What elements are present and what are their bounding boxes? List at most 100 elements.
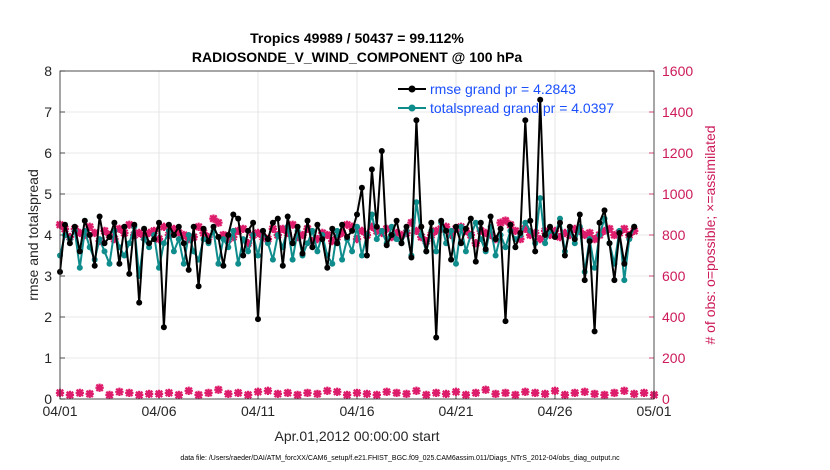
rmse-point — [591, 328, 598, 335]
x-axis-label: Apr.01,2012 00:00:00 start — [274, 428, 439, 444]
obs-count-marker — [144, 389, 154, 399]
obs-count-marker — [550, 386, 560, 395]
obs-count-marker — [526, 230, 535, 240]
obs-count-marker — [278, 224, 287, 234]
rmse-point — [492, 236, 499, 243]
obs-count-marker — [144, 228, 154, 238]
obs-count-marker — [630, 226, 639, 236]
obs-count-marker — [238, 224, 248, 234]
obs-count-marker — [580, 387, 589, 396]
totalspread-point — [378, 227, 385, 234]
x-tick-label: 04/26 — [537, 403, 572, 419]
obs-count-marker — [422, 390, 431, 400]
rmse-point — [438, 217, 445, 224]
obs-count-marker — [313, 389, 322, 399]
obs-count-marker — [392, 228, 401, 238]
rmse-point — [621, 260, 628, 267]
rmse-point — [289, 240, 296, 247]
totalspread-point — [180, 260, 187, 267]
rmse-point — [220, 262, 227, 269]
totalspread-point — [492, 252, 499, 259]
obs-count-marker — [135, 390, 144, 400]
obs-count-marker — [174, 228, 183, 238]
obs-count-marker — [75, 228, 84, 238]
obs-count-marker — [323, 386, 332, 395]
rmse-point — [314, 221, 321, 228]
series-rmse — [57, 96, 638, 341]
rmse-point — [235, 215, 242, 222]
obs-count-marker — [521, 224, 530, 234]
y-tick-label-right: 1400 — [662, 104, 693, 120]
rmse-point — [141, 225, 148, 232]
rmse-point — [96, 213, 103, 220]
totalspread-point — [329, 260, 336, 267]
obs-count-marker — [194, 222, 203, 231]
obs-count-marker — [224, 389, 233, 399]
obs-count-marker — [125, 388, 134, 398]
obs-count-marker — [293, 232, 302, 242]
obs-count-marker — [219, 230, 228, 240]
obs-count-marker — [531, 388, 540, 398]
x-tick-label: 04/16 — [339, 403, 374, 419]
obs-count-marker — [590, 389, 599, 399]
obs-count-marker — [184, 386, 193, 395]
obs-count-marker — [174, 390, 183, 400]
obs-count-marker — [313, 234, 322, 244]
obs-count-marker — [65, 390, 75, 400]
rmse-point — [156, 219, 162, 226]
rmse-point — [443, 227, 450, 234]
obs-count-marker — [397, 230, 406, 240]
obs-count-marker — [600, 390, 609, 400]
obs-count-marker — [204, 232, 213, 242]
rmse-point — [497, 225, 504, 232]
rmse-point — [160, 324, 167, 331]
obs-count-marker — [516, 234, 525, 244]
obs-count-marker — [357, 226, 367, 236]
rmse-point — [477, 219, 484, 226]
obs-count-marker — [253, 387, 263, 396]
obs-count-marker — [511, 226, 520, 236]
totalspread-point — [522, 219, 529, 226]
y-tick-label-left: 2 — [44, 309, 52, 325]
rmse-line — [59, 98, 636, 339]
y-tick-label-right: 1000 — [662, 186, 693, 202]
rmse-point — [111, 219, 118, 226]
rmse-point — [354, 211, 360, 218]
totalspread-point — [245, 248, 252, 255]
obs-count-marker — [362, 389, 372, 399]
totalspread-point — [591, 264, 598, 271]
obs-count-marker — [347, 222, 357, 231]
chart-title-line2: RADIOSONDE_V_WIND_COMPONENT @ 100 hPa — [192, 49, 522, 65]
rmse-point — [91, 262, 98, 269]
obs-count-marker — [85, 389, 94, 399]
legend-rmse-label: rmse grand pr = 4.2843 — [430, 81, 576, 97]
obs-count-marker — [243, 390, 253, 400]
totalspread-point — [393, 236, 400, 243]
y-tick-label-left: 0 — [44, 391, 52, 407]
rmse-point — [121, 223, 128, 230]
y-tick-label-right: 0 — [662, 391, 670, 407]
obs-count-marker — [432, 388, 441, 398]
obs-count-marker — [565, 230, 575, 240]
rmse-point — [250, 219, 257, 226]
rmse-point — [339, 221, 346, 228]
obs-count-marker — [570, 388, 579, 398]
y-axis-label-left: rmse and totalspread — [25, 169, 41, 301]
obs-count-marker — [125, 220, 134, 229]
obs-count-marker — [204, 388, 213, 398]
obs-count-marker — [550, 226, 560, 236]
totalspread-point — [264, 240, 271, 247]
rmse-point — [71, 223, 78, 230]
rmse-point — [611, 277, 618, 284]
rmse-point — [175, 223, 182, 230]
obs-count-marker — [194, 390, 203, 400]
rmse-point — [136, 299, 143, 306]
obs-count-marker — [214, 385, 223, 394]
obs-count-marker — [590, 234, 599, 244]
y-tick-label-left: 3 — [44, 268, 52, 284]
y-tick-label-right: 400 — [662, 309, 686, 325]
rmse-point — [245, 227, 252, 234]
obs-count-marker — [610, 388, 619, 398]
rmse-point — [596, 219, 603, 226]
